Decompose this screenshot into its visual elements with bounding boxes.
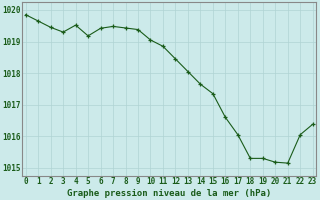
X-axis label: Graphe pression niveau de la mer (hPa): Graphe pression niveau de la mer (hPa) — [67, 189, 271, 198]
